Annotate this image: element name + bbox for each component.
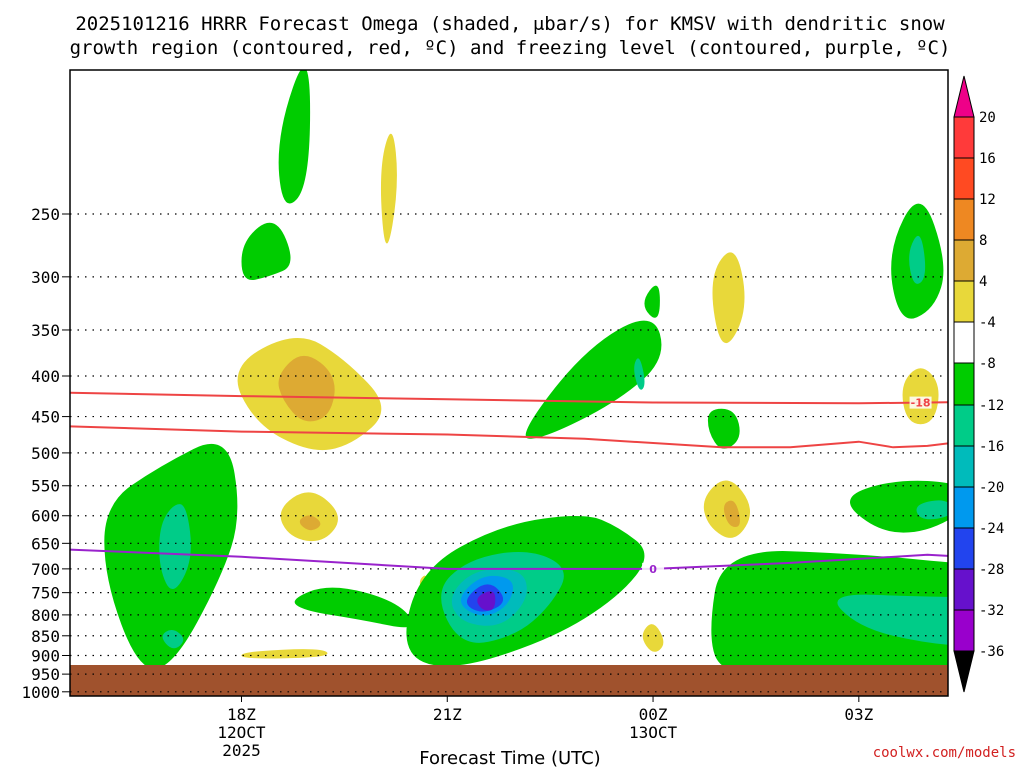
colorbar-label-10: -24: [979, 521, 1004, 537]
contour-lines: -18-120: [70, 391, 948, 576]
colorbar-label-9: -20: [979, 480, 1004, 496]
y-tick-label-600: 600: [31, 507, 60, 526]
omega-region-21: [644, 285, 660, 318]
colorbar-bin-11: [953, 568, 975, 611]
dgz-minus18-label-bg: [909, 396, 932, 409]
colorbar-label-5: -4: [979, 315, 996, 331]
colorbar-label-11: -28: [979, 562, 1004, 578]
omega-region-12: [294, 587, 413, 628]
x-tick-label-0-1: 12OCT: [217, 723, 266, 742]
omega-region-36: [902, 368, 939, 425]
colorbar-bin-8: [953, 445, 975, 488]
y-tick-label-300: 300: [31, 268, 60, 287]
omega-region-32: [850, 480, 948, 533]
y-tick-label-900: 900: [31, 646, 60, 665]
omega-region-3: [241, 222, 291, 281]
title-line-1: 2025101216 HRRR Forecast Omega (shaded, …: [75, 13, 945, 35]
freezing-level-0c-label: 0: [649, 563, 657, 576]
omega-region-27: [711, 551, 948, 675]
colorbar-label-0: 20: [979, 110, 996, 126]
colorbar-bin-10: [953, 527, 975, 570]
y-tick-label-750: 750: [31, 584, 60, 603]
colorbar-bin-2: [953, 198, 975, 241]
omega-region-2: [162, 630, 184, 649]
y-tick-label-250: 250: [31, 205, 60, 224]
x-tick-label-0-2: 2025: [222, 741, 261, 760]
plot-frame: [69, 69, 949, 697]
omega-region-29: [1007, 575, 1024, 621]
x-tick-label-3-0: 03Z: [844, 705, 873, 724]
omega-region-23: [712, 252, 745, 344]
omega-region-19: [525, 320, 662, 439]
dgz-minus18-label: -18: [911, 397, 931, 410]
colorbar-label-8: -16: [979, 439, 1004, 455]
omega-region-26: [723, 500, 740, 527]
y-tick-label-500: 500: [31, 444, 60, 463]
colorbar-over-triangle: [953, 75, 975, 118]
colorbar-bin-12: [953, 609, 975, 652]
y-tick-label-1000: 1000: [21, 683, 60, 702]
freezing-level-0c-label-bg: [642, 562, 665, 575]
y-tick-label-400: 400: [31, 367, 60, 386]
omega-region-24: [707, 408, 740, 449]
y-axis-ticks: 2503003504004505005506006507007508008509…: [21, 205, 70, 702]
chart-title: 2025101216 HRRR Forecast Omega (shaded, …: [70, 13, 951, 59]
colorbar-bin-7: [953, 404, 975, 447]
x-tick-label-0-0: 18Z: [227, 705, 256, 724]
y-tick-label-950: 950: [31, 665, 60, 684]
colorbar: 20 16 12 8 4 -4 -8 -12 -16 -20 -24 -28 -32 -36: [953, 75, 1004, 693]
colorbar-label-4: 4: [979, 274, 987, 290]
omega-region-22: [642, 624, 664, 652]
colorbar-bin-3: [953, 239, 975, 282]
omega-region-9: [241, 649, 328, 659]
omega-region-18: [477, 591, 496, 611]
y-tick-label-450: 450: [31, 408, 60, 427]
x-axis-label: Forecast Time (UTC): [419, 748, 600, 768]
omega-region-20: [634, 358, 645, 390]
omega-region-1: [159, 504, 191, 590]
ground-below-surface: [70, 665, 948, 696]
dgz-minus18-line: [70, 391, 948, 405]
title-line-2: growth region (contoured, red, ºC) and f…: [70, 37, 951, 59]
omega-region-8: [299, 515, 321, 531]
colorbar-label-13: -36: [979, 644, 1004, 660]
x-tick-label-1-0: 21Z: [433, 705, 462, 724]
omega-region-10: [380, 133, 397, 244]
colorbar-bin-6: [953, 362, 975, 406]
y-tick-label-650: 650: [31, 534, 60, 553]
x-axis-ticks: 18Z12OCT202521Z00Z13OCT03Z06Z09Z: [217, 696, 874, 760]
colorbar-label-1: 16: [979, 151, 996, 167]
colorbar-bin-5: [953, 321, 975, 364]
colorbar-under-triangle: [953, 650, 975, 693]
omega-region-28: [837, 594, 948, 645]
y-tick-label-850: 850: [31, 627, 60, 646]
y-tick-label-350: 350: [31, 321, 60, 340]
x-tick-label-2-0: 00Z: [639, 705, 668, 724]
y-tick-label-700: 700: [31, 560, 60, 579]
omega-region-6: [278, 355, 335, 422]
omega-region-33: [916, 500, 948, 520]
dgz-minus12-line: [70, 425, 948, 449]
credit-text: coolwx.com/models: [873, 745, 1016, 761]
freezing-level-0c-line: [70, 548, 948, 570]
y-tick-label-550: 550: [31, 477, 60, 496]
colorbar-label-7: -12: [979, 398, 1004, 414]
colorbar-label-2: 12: [979, 192, 996, 208]
omega-region-35: [909, 235, 926, 284]
colorbar-label-3: 8: [979, 233, 987, 249]
colorbar-label-12: -32: [979, 603, 1004, 619]
colorbar-bin-1: [953, 157, 975, 200]
colorbar-bin-0: [953, 116, 975, 159]
y-tick-label-800: 800: [31, 606, 60, 625]
colorbar-bin-9: [953, 486, 975, 529]
colorbar-label-6: -8: [979, 356, 996, 372]
omega-shading: [104, 70, 1024, 675]
x-tick-label-2-1: 13OCT: [629, 723, 678, 742]
omega-region-4: [278, 70, 311, 204]
colorbar-bin-4: [953, 280, 975, 323]
